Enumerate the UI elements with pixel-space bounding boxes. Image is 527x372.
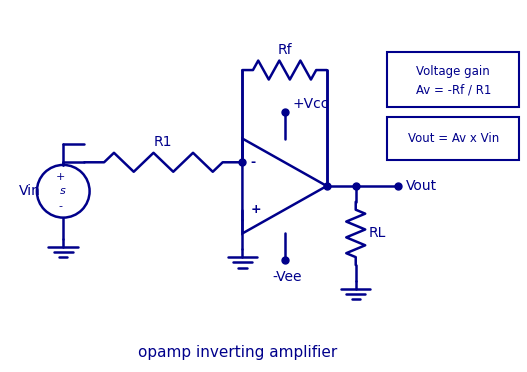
Text: R1: R1 [154, 135, 173, 149]
Text: opamp inverting amplifier: opamp inverting amplifier [138, 344, 337, 359]
FancyBboxPatch shape [387, 118, 519, 160]
Text: Rf: Rf [277, 43, 292, 57]
Text: Vin: Vin [18, 184, 41, 198]
Text: +Vcc: +Vcc [292, 97, 329, 111]
Text: Voltage gain: Voltage gain [416, 65, 490, 78]
Text: -: - [250, 156, 256, 169]
Text: -: - [58, 201, 63, 211]
Text: +: + [56, 171, 65, 182]
FancyBboxPatch shape [387, 52, 519, 107]
Text: Av = -Rf / R1: Av = -Rf / R1 [415, 84, 491, 97]
Text: Vout = Av x Vin: Vout = Av x Vin [407, 132, 499, 145]
Text: Vout: Vout [406, 179, 437, 193]
Text: -Vee: -Vee [272, 270, 302, 284]
Text: RL: RL [369, 227, 386, 240]
Text: +: + [250, 203, 261, 216]
Text: s: s [61, 186, 66, 196]
